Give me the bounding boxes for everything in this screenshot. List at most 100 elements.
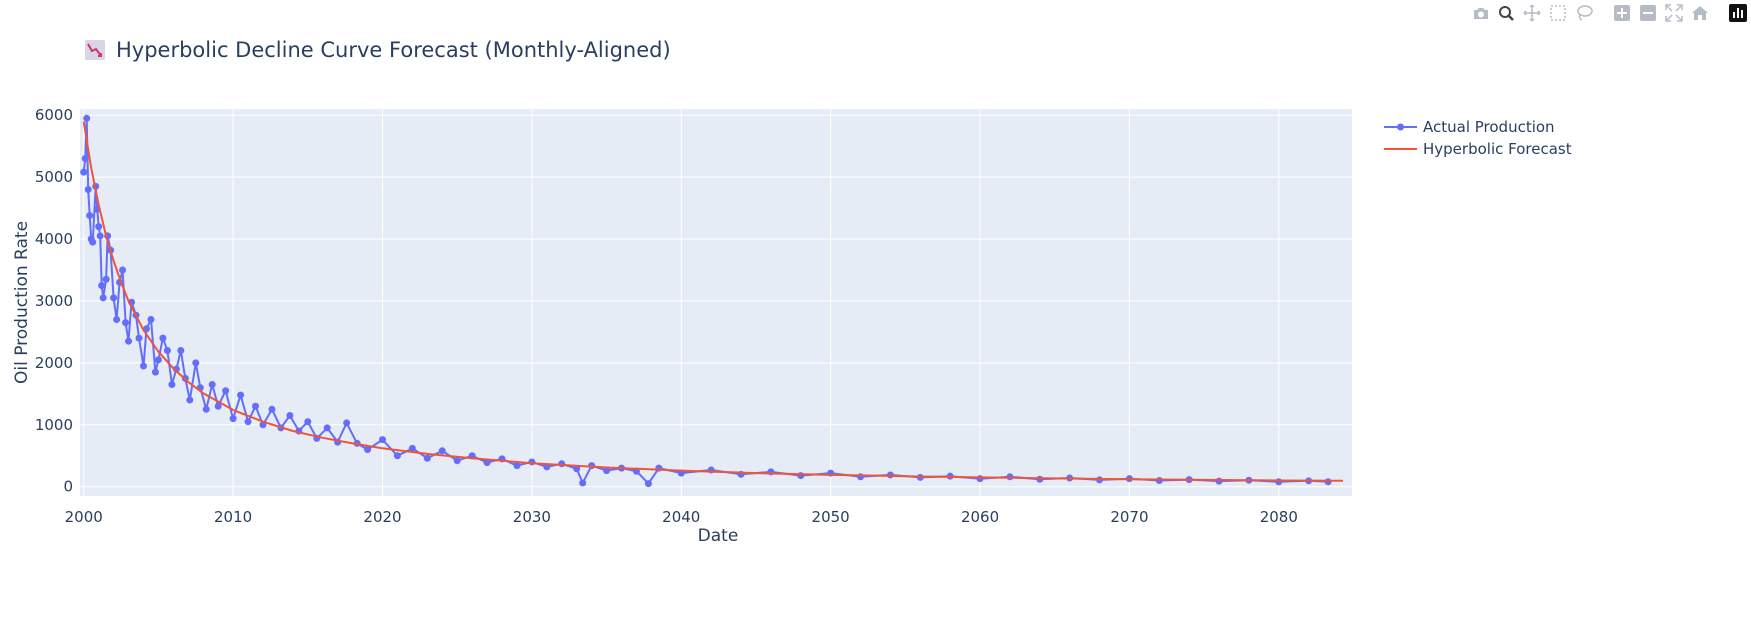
actual-production-point (80, 168, 88, 176)
actual-production-point (573, 465, 581, 473)
actual-production-point (229, 415, 237, 423)
actual-production-point (323, 424, 331, 432)
y-tick-label: 5000 (35, 168, 73, 186)
actual-production-point (857, 473, 865, 481)
actual-production-point (177, 346, 185, 354)
actual-production-point (89, 238, 97, 246)
actual-production-point (244, 418, 252, 426)
actual-production-point (252, 402, 260, 410)
y-tick-label: 6000 (35, 106, 73, 124)
actual-production-point (364, 446, 372, 454)
actual-production-point (603, 467, 611, 475)
reset-axes-icon (1692, 6, 1708, 20)
reset-axes-button[interactable] (1687, 0, 1713, 26)
actual-production-point (154, 356, 162, 364)
modebar-group (1725, 0, 1751, 26)
actual-production-point (268, 405, 276, 413)
legend: Actual Production Hyperbolic Forecast (1384, 118, 1572, 158)
chart-decreasing-emoji-icon (85, 40, 105, 60)
camera-button[interactable] (1467, 0, 1493, 26)
autoscale-button[interactable] (1661, 0, 1687, 26)
plot-traces (80, 114, 1344, 488)
chart-title-area: Hyperbolic Decline Curve Forecast (Month… (84, 38, 671, 62)
actual-production-point (159, 334, 167, 342)
x-tick-label: 2050 (812, 508, 850, 526)
actual-production-point (122, 319, 130, 327)
actual-production-point (797, 472, 805, 480)
actual-production-point (286, 412, 294, 420)
actual-production-point (214, 402, 222, 410)
plot-area (80, 109, 1352, 496)
actual-production-point (192, 359, 200, 367)
x-tick-label: 2070 (1110, 508, 1148, 526)
plotly-logo-button[interactable] (1725, 0, 1751, 26)
gridlines (80, 109, 1352, 496)
actual-production-point (95, 223, 103, 231)
actual-production-point (408, 444, 416, 452)
y-tick-label: 2000 (35, 354, 73, 372)
zoom-in-button[interactable] (1609, 0, 1635, 26)
actual-production-point (379, 436, 387, 444)
y-tick-label: 0 (63, 478, 73, 496)
camera-icon (1474, 8, 1488, 19)
zoom-out-icon (1640, 5, 1656, 21)
legend-actual-label: Actual Production (1423, 118, 1555, 136)
chart-title: Hyperbolic Decline Curve Forecast (Month… (116, 38, 671, 62)
actual-production-point (1215, 477, 1223, 485)
actual-production-point (84, 185, 92, 193)
actual-production-point (644, 480, 652, 488)
actual-production-point (186, 396, 194, 404)
actual-production-point (453, 457, 461, 465)
actual-production-point (483, 459, 491, 467)
actual-production-point (1155, 477, 1163, 485)
actual-production-point (119, 266, 127, 274)
pan-icon (1523, 4, 1541, 22)
hyperbolic-forecast-line (82, 121, 1344, 482)
actual-production-point (202, 405, 210, 413)
actual-production-point (81, 155, 89, 163)
actual-production-point (343, 419, 351, 427)
y-tick-label: 1000 (35, 416, 73, 434)
y-axis-title: Oil Production Rate (12, 221, 32, 384)
actual-production-point (135, 334, 143, 342)
actual-production-point (168, 381, 176, 389)
modebar-group (1609, 0, 1713, 26)
x-tick-label: 2020 (363, 508, 401, 526)
actual-production-point (125, 337, 133, 345)
actual-production-point (513, 462, 521, 470)
pan-button[interactable] (1519, 0, 1545, 26)
actual-production-point (96, 232, 104, 240)
zoom-button[interactable] (1493, 0, 1519, 26)
lasso-select-icon (1577, 5, 1593, 21)
lasso-select-button[interactable] (1571, 0, 1597, 26)
actual-production-point (113, 316, 121, 324)
x-tick-label: 2040 (662, 508, 700, 526)
actual-production-point (976, 475, 984, 483)
x-tick-label: 2030 (513, 508, 551, 526)
actual-production-point (83, 114, 91, 122)
actual-production-point (237, 391, 245, 399)
box-select-button[interactable] (1545, 0, 1571, 26)
zoom-icon (1499, 6, 1514, 21)
actual-production-point (393, 452, 401, 460)
actual-production-point (208, 381, 216, 389)
actual-production-point (438, 447, 446, 455)
actual-production-point (528, 458, 536, 466)
actual-production-point (147, 316, 155, 324)
x-tick-label: 2000 (65, 508, 103, 526)
actual-production-point (98, 281, 106, 289)
modebar-group (1467, 0, 1597, 26)
actual-production-point (102, 275, 110, 283)
zoom-out-button[interactable] (1635, 0, 1661, 26)
plotly-logo-icon (1729, 4, 1747, 22)
x-tick-label: 2010 (214, 508, 252, 526)
legend-actual-marker (1397, 123, 1404, 131)
y-tick-label: 3000 (35, 292, 73, 310)
actual-production-point (110, 294, 118, 302)
actual-production-point (139, 362, 147, 370)
x-axis-title: Date (698, 526, 739, 546)
actual-production-point (151, 368, 159, 376)
actual-production-point (579, 479, 587, 487)
y-tick-label: 4000 (35, 230, 73, 248)
